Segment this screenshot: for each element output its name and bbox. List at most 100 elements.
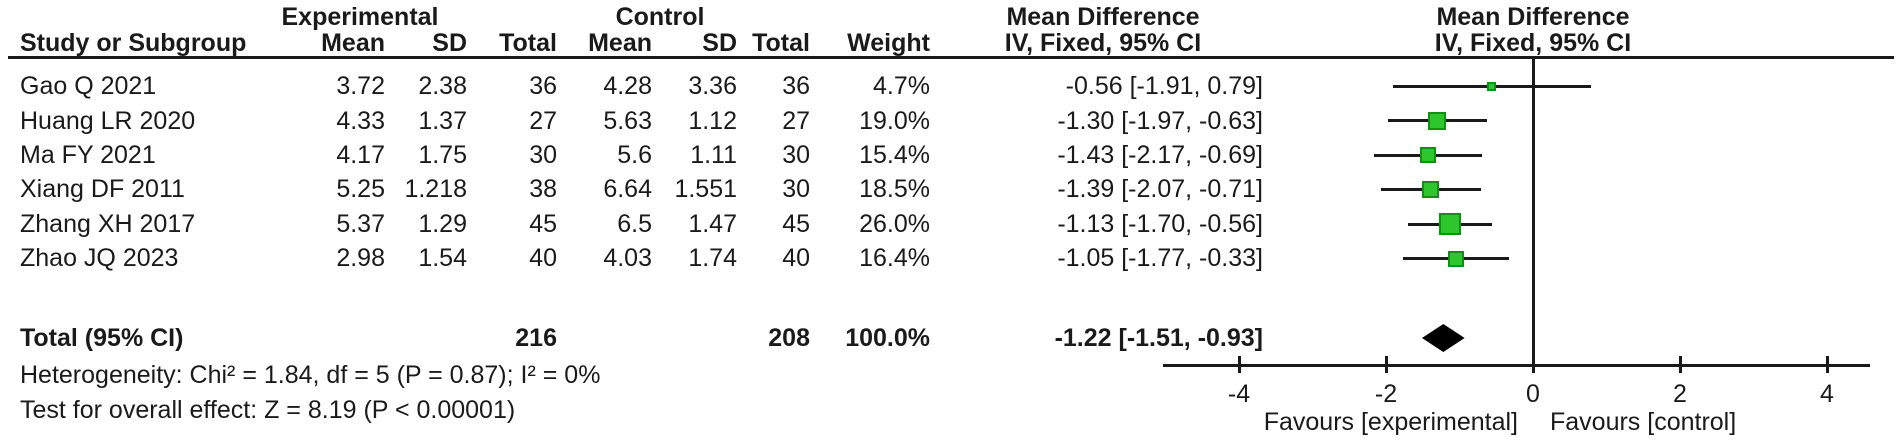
exp-sd: 1.75 bbox=[418, 141, 467, 169]
effect-square bbox=[1447, 250, 1464, 267]
ci-text: -1.05 [-1.77, -0.33] bbox=[1057, 244, 1263, 272]
column-header-study: Study or Subgroup bbox=[20, 29, 247, 57]
ci-text: -1.13 [-1.70, -0.56] bbox=[1057, 210, 1263, 238]
exp-sd: 2.38 bbox=[418, 72, 467, 100]
exp-mean: 4.33 bbox=[336, 107, 385, 135]
column-header-weight: Weight bbox=[847, 29, 930, 57]
study-name: Ma FY 2021 bbox=[20, 141, 156, 169]
study-row: Ma FY 2021 4.17 1.75 30 5.6 1.11 30 15.4… bbox=[0, 138, 1902, 172]
ctl-total: 45 bbox=[782, 210, 810, 238]
ctl-total: 36 bbox=[782, 72, 810, 100]
group-header-control: Control bbox=[615, 3, 705, 31]
ctl-total: 40 bbox=[782, 244, 810, 272]
axis-tick bbox=[1531, 356, 1535, 373]
ctl-mean: 5.63 bbox=[603, 107, 652, 135]
ctl-mean: 6.64 bbox=[603, 175, 652, 203]
ctl-mean: 4.03 bbox=[603, 244, 652, 272]
study-name: Xiang DF 2011 bbox=[20, 175, 185, 203]
heterogeneity-note: Heterogeneity: Chi² = 1.84, df = 5 (P = … bbox=[20, 361, 601, 389]
ctl-sd: 1.551 bbox=[674, 175, 737, 203]
exp-mean: 5.25 bbox=[336, 175, 385, 203]
column-header-iv-fixed-left: IV, Fixed, 95% CI bbox=[1004, 29, 1202, 57]
exp-total: 38 bbox=[529, 175, 557, 203]
zero-line bbox=[1531, 58, 1535, 365]
axis-tick-label: -2 bbox=[1374, 380, 1398, 408]
pooled-diamond bbox=[1422, 324, 1465, 352]
axis-tick bbox=[1237, 356, 1241, 373]
exp-mean: 5.37 bbox=[336, 210, 385, 238]
overall-effect-note: Test for overall effect: Z = 8.19 (P < 0… bbox=[20, 396, 516, 424]
exp-total: 45 bbox=[529, 210, 557, 238]
study-row: Zhao JQ 2023 2.98 1.54 40 4.03 1.74 40 1… bbox=[0, 241, 1902, 275]
effect-square bbox=[1487, 81, 1497, 91]
exp-mean: 4.17 bbox=[336, 141, 385, 169]
exp-total: 40 bbox=[529, 244, 557, 272]
axis-tick bbox=[1384, 356, 1388, 373]
header-underline bbox=[8, 56, 1894, 59]
ci-text: -1.30 [-1.97, -0.63] bbox=[1057, 107, 1263, 135]
column-header-sd-exp: SD bbox=[432, 29, 467, 57]
total-exp-n: 216 bbox=[515, 324, 557, 352]
study-name: Huang LR 2020 bbox=[20, 107, 196, 135]
ctl-sd: 3.36 bbox=[688, 72, 737, 100]
effect-square bbox=[1438, 213, 1461, 235]
ci-text: -1.39 [-2.07, -0.71] bbox=[1057, 175, 1263, 203]
study-row: Huang LR 2020 4.33 1.37 27 5.63 1.12 27 … bbox=[0, 104, 1902, 138]
study-name: Zhang XH 2017 bbox=[20, 210, 196, 238]
ctl-sd: 1.12 bbox=[688, 107, 737, 135]
total-ctl-n: 208 bbox=[768, 324, 810, 352]
ctl-sd: 1.74 bbox=[688, 244, 737, 272]
axis-tick-label: -4 bbox=[1227, 380, 1251, 408]
weight-value: 15.4% bbox=[859, 141, 930, 169]
column-header-sd-ctl: SD bbox=[702, 29, 737, 57]
x-axis bbox=[1163, 363, 1870, 367]
axis-tick-label: 2 bbox=[1673, 380, 1687, 408]
ctl-total: 30 bbox=[782, 141, 810, 169]
column-header-total-exp: Total bbox=[499, 29, 557, 57]
ci-text: -0.56 [-1.91, 0.79] bbox=[1065, 72, 1263, 100]
study-row: Zhang XH 2017 5.37 1.29 45 6.5 1.47 45 2… bbox=[0, 207, 1902, 241]
ctl-mean: 6.5 bbox=[617, 210, 652, 238]
effect-square bbox=[1422, 181, 1440, 198]
axis-tick bbox=[1678, 356, 1682, 373]
total-weight: 100.0% bbox=[845, 324, 930, 352]
weight-value: 26.0% bbox=[859, 210, 930, 238]
column-header-mean-exp: Mean bbox=[321, 29, 385, 57]
weight-value: 18.5% bbox=[859, 175, 930, 203]
effect-square bbox=[1428, 111, 1447, 130]
favours-control-label: Favours [control] bbox=[1550, 408, 1737, 436]
header-mean-difference-left: Mean Difference bbox=[1006, 3, 1200, 31]
exp-mean: 3.72 bbox=[336, 72, 385, 100]
column-header-mean-ctl: Mean bbox=[588, 29, 652, 57]
group-header-experimental: Experimental bbox=[281, 3, 439, 31]
exp-total: 30 bbox=[529, 141, 557, 169]
study-name: Zhao JQ 2023 bbox=[20, 244, 179, 272]
ctl-mean: 5.6 bbox=[617, 141, 652, 169]
axis-tick-label: 0 bbox=[1526, 380, 1540, 408]
weight-value: 4.7% bbox=[873, 72, 930, 100]
effect-square bbox=[1419, 147, 1436, 163]
weight-value: 16.4% bbox=[859, 244, 930, 272]
exp-sd: 1.29 bbox=[418, 210, 467, 238]
study-name: Gao Q 2021 bbox=[20, 72, 157, 100]
study-row: Xiang DF 2011 5.25 1.218 38 6.64 1.551 3… bbox=[0, 172, 1902, 206]
ci-text: -1.43 [-2.17, -0.69] bbox=[1057, 141, 1263, 169]
exp-mean: 2.98 bbox=[336, 244, 385, 272]
ctl-total: 30 bbox=[782, 175, 810, 203]
exp-sd: 1.218 bbox=[404, 175, 467, 203]
exp-sd: 1.37 bbox=[418, 107, 467, 135]
exp-total: 36 bbox=[529, 72, 557, 100]
total-row: Total (95% CI) 216 208 100.0% -1.22 [-1.… bbox=[0, 321, 1902, 355]
column-header-total-ctl: Total bbox=[752, 29, 810, 57]
total-ci-text: -1.22 [-1.51, -0.93] bbox=[1054, 324, 1263, 352]
favours-experimental-label: Favours [experimental] bbox=[1263, 408, 1518, 436]
exp-total: 27 bbox=[529, 107, 557, 135]
axis-tick bbox=[1825, 356, 1829, 373]
column-header-iv-fixed-right: IV, Fixed, 95% CI bbox=[1434, 29, 1632, 57]
exp-sd: 1.54 bbox=[418, 244, 467, 272]
header-mean-difference-right: Mean Difference bbox=[1436, 3, 1630, 31]
ctl-total: 27 bbox=[782, 107, 810, 135]
ctl-mean: 4.28 bbox=[603, 72, 652, 100]
total-label: Total (95% CI) bbox=[20, 324, 184, 352]
